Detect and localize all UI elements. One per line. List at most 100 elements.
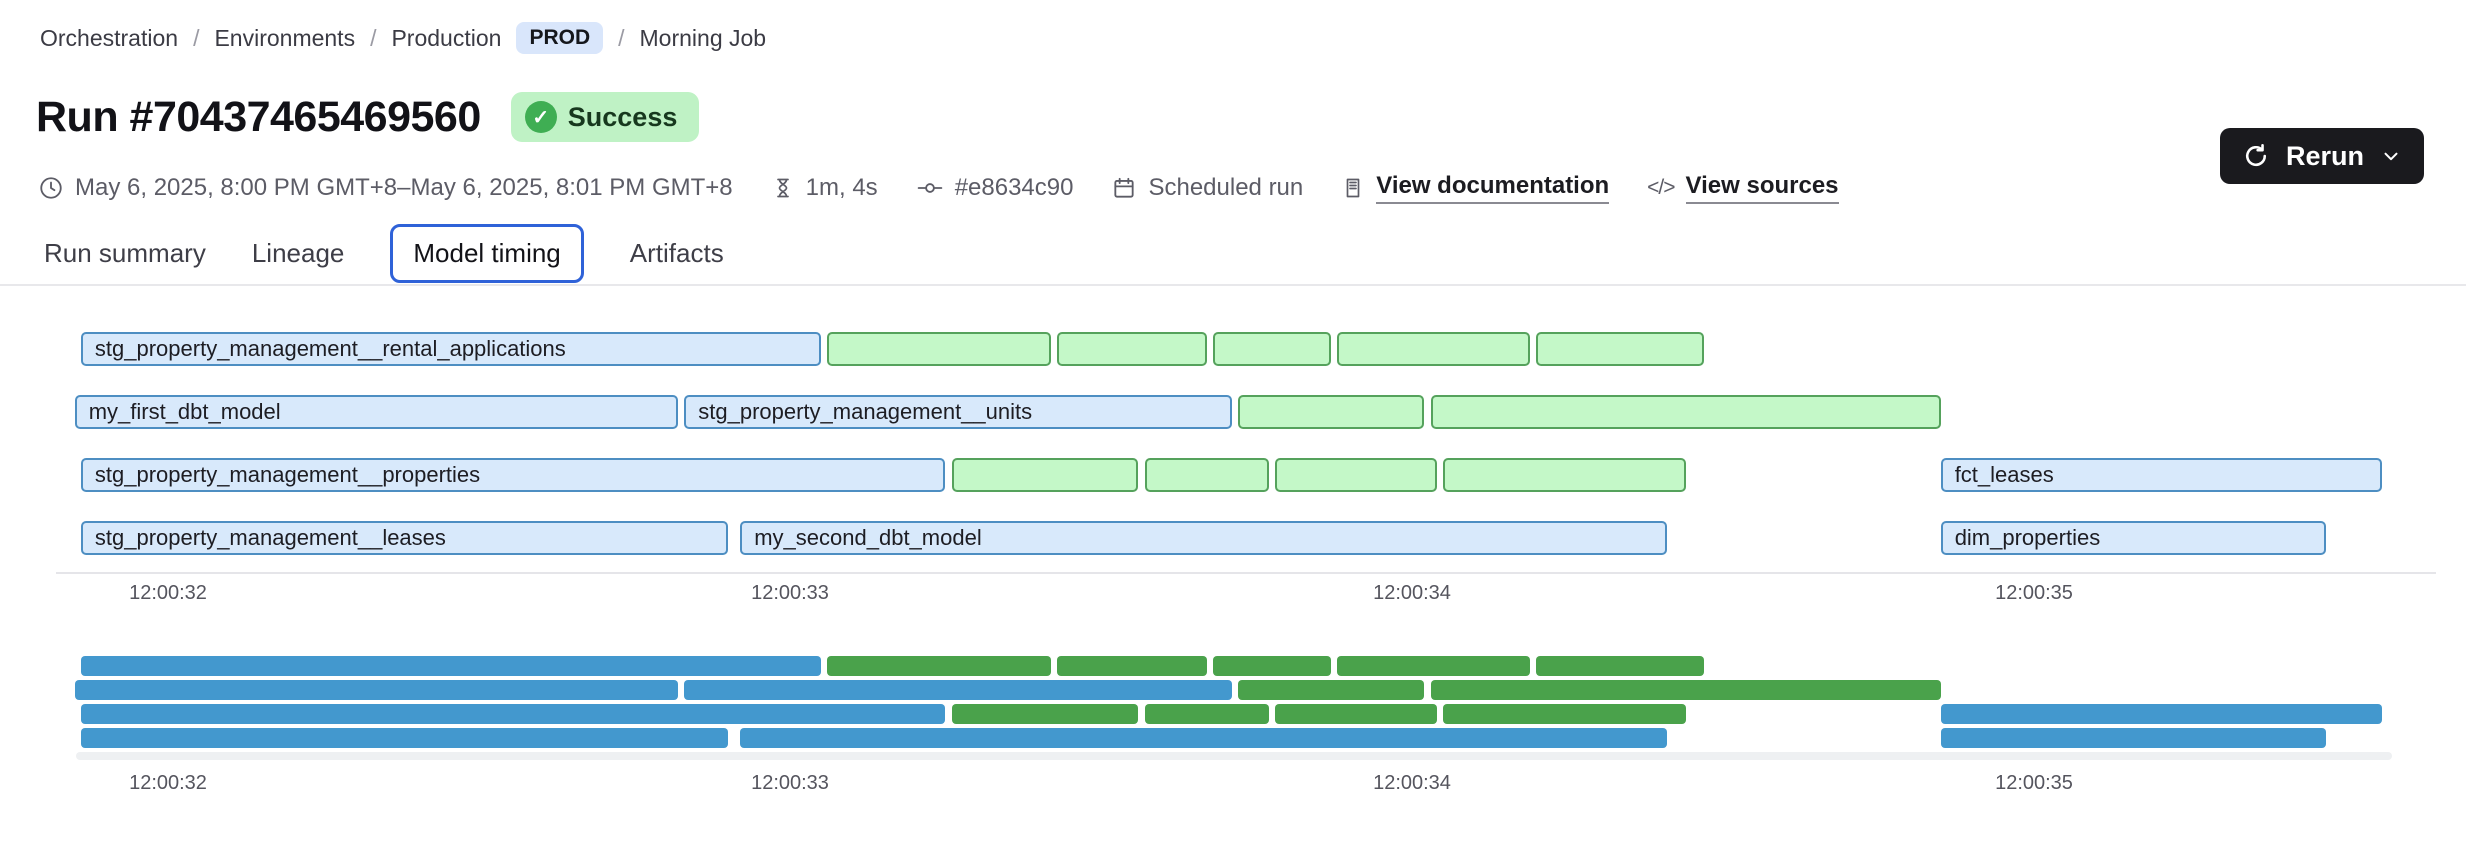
view-sources-link[interactable]: View sources	[1685, 172, 1839, 204]
gantt-bar-label: stg_property_management__properties	[94, 462, 481, 487]
minimap-bar	[80, 728, 728, 748]
breadcrumb-separator: /	[370, 24, 377, 51]
code-icon: </>	[1647, 176, 1675, 199]
clock-icon	[40, 177, 62, 199]
minimap-bar	[1430, 680, 1941, 700]
tab-model-timing[interactable]: Model timing	[390, 224, 584, 283]
minimap-bar	[740, 728, 1667, 748]
gantt-bar[interactable]: stg_property_management__leases	[80, 521, 728, 555]
run-duration-label: 1m, 4s	[805, 174, 878, 201]
status-badge: ✓ Success	[510, 92, 700, 142]
view-sources[interactable]: </> View sources	[1647, 172, 1839, 204]
axis-tick-label: 12:00:33	[751, 582, 829, 604]
minimap-bar	[1940, 704, 2383, 724]
gantt-bar-label: dim_properties	[1954, 525, 2101, 550]
axis-tick-label: 12:00:32	[129, 582, 207, 604]
gantt-bar[interactable]	[1212, 332, 1332, 366]
gantt-bar-label: my_first_dbt_model	[88, 399, 281, 424]
minimap-bar	[80, 656, 822, 676]
gantt-bar[interactable]: stg_property_management__units	[684, 395, 1232, 429]
gantt-bar[interactable]: stg_property_management__rental_applicat…	[80, 332, 822, 366]
tab-lineage[interactable]: Lineage	[251, 238, 345, 268]
minimap-bar	[1337, 656, 1531, 676]
run-trigger: Scheduled run	[1111, 174, 1303, 202]
breadcrumb-separator: /	[193, 24, 200, 51]
minimap-bar	[951, 704, 1139, 724]
status-badge-label: Success	[567, 101, 678, 132]
minimap-bar	[1144, 704, 1269, 724]
gantt-bar[interactable]	[1057, 332, 1207, 366]
gantt-bar[interactable]	[827, 332, 1052, 366]
gantt-bar[interactable]	[1536, 332, 1705, 366]
minimap-bar	[74, 680, 679, 700]
breadcrumb-orchestration[interactable]: Orchestration	[40, 24, 179, 51]
gantt-bar[interactable]: stg_property_management__properties	[80, 458, 946, 492]
gantt-axis-line	[56, 572, 2436, 574]
gantt-bar[interactable]	[1237, 395, 1425, 429]
success-check-icon: ✓	[524, 101, 557, 133]
run-time-range-label: May 6, 2025, 8:00 PM GMT+8–May 6, 2025, …	[75, 174, 733, 201]
breadcrumb-morning-job[interactable]: Morning Job	[639, 24, 767, 51]
page-title: Run #70437465469560	[36, 92, 481, 141]
gantt-bar[interactable]: my_first_dbt_model	[74, 395, 679, 429]
breadcrumb-separator: /	[618, 24, 625, 51]
gantt-bar[interactable]: my_second_dbt_model	[740, 521, 1667, 555]
title-row: Run #70437465469560 ✓ Success	[36, 92, 700, 142]
chevron-down-icon	[2384, 152, 2398, 161]
minimap-bar	[1940, 728, 2327, 748]
gantt-bar[interactable]: dim_properties	[1940, 521, 2327, 555]
breadcrumb-production[interactable]: Production	[391, 24, 502, 51]
minimap-bar	[1237, 680, 1425, 700]
run-commit-label: #e8634c90	[954, 174, 1074, 201]
gantt-bar-label: my_second_dbt_model	[754, 525, 982, 550]
breadcrumb-environments[interactable]: Environments	[214, 24, 356, 51]
tab-bar: Run summary Lineage Model timing Artifac…	[44, 224, 724, 283]
axis-tick-label: 12:00:35	[1995, 772, 2073, 794]
rerun-button-label: Rerun	[2285, 140, 2364, 171]
minimap-scrollbar-track[interactable]	[76, 752, 2392, 760]
minimap-bar	[1057, 656, 1207, 676]
axis-tick-label: 12:00:32	[129, 772, 207, 794]
git-commit-icon	[917, 183, 942, 193]
gantt-bar[interactable]	[951, 458, 1139, 492]
minimap-bar	[1536, 656, 1705, 676]
minimap-bar	[80, 704, 946, 724]
gantt-bar[interactable]	[1144, 458, 1269, 492]
document-icon	[1346, 178, 1360, 198]
gantt-bar-label: stg_property_management__rental_applicat…	[94, 336, 566, 361]
rerun-button[interactable]: Rerun	[2219, 128, 2424, 184]
view-documentation[interactable]: View documentation	[1341, 172, 1610, 204]
axis-tick-label: 12:00:35	[1995, 582, 2073, 604]
axis-tick-label: 12:00:33	[751, 772, 829, 794]
run-duration: 1m, 4s	[771, 174, 878, 202]
minimap-bar	[827, 656, 1052, 676]
gantt-bar[interactable]	[1430, 395, 1941, 429]
run-meta-row: May 6, 2025, 8:00 PM GMT+8–May 6, 2025, …	[38, 172, 1839, 204]
run-trigger-label: Scheduled run	[1148, 174, 1304, 201]
environment-badge: PROD	[516, 22, 604, 54]
hourglass-icon	[776, 178, 789, 198]
gantt-bar[interactable]	[1275, 458, 1437, 492]
minimap-bar	[1443, 704, 1686, 724]
axis-tick-label: 12:00:34	[1373, 772, 1451, 794]
gantt-bar[interactable]: fct_leases	[1940, 458, 2383, 492]
run-commit: #e8634c90	[916, 174, 1074, 202]
minimap-bar	[1212, 656, 1332, 676]
gantt-bar[interactable]	[1337, 332, 1531, 366]
calendar-icon	[1114, 177, 1135, 198]
breadcrumb: Orchestration / Environments / Productio…	[40, 22, 766, 54]
minimap-bar	[1275, 704, 1437, 724]
tab-run-summary[interactable]: Run summary	[44, 238, 206, 268]
view-documentation-link[interactable]: View documentation	[1376, 172, 1610, 204]
tabs-divider	[0, 284, 2466, 286]
refresh-icon	[2246, 143, 2267, 167]
tab-artifacts[interactable]: Artifacts	[629, 238, 724, 268]
run-time-range: May 6, 2025, 8:00 PM GMT+8–May 6, 2025, …	[38, 174, 733, 202]
axis-tick-label: 12:00:34	[1373, 582, 1451, 604]
gantt-bar[interactable]	[1443, 458, 1686, 492]
gantt-bar-label: fct_leases	[1954, 462, 2054, 487]
minimap-bar	[684, 680, 1232, 700]
gantt-bar-label: stg_property_management__units	[698, 399, 1033, 424]
gantt-bar-label: stg_property_management__leases	[94, 525, 446, 550]
